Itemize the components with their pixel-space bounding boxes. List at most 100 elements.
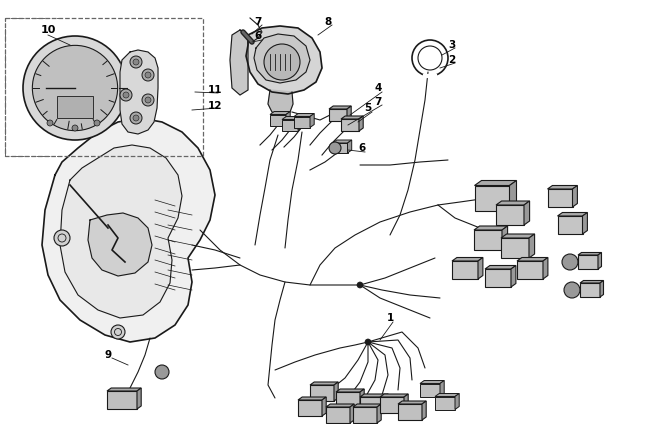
Polygon shape [398, 404, 422, 420]
Polygon shape [246, 26, 322, 94]
Circle shape [264, 44, 300, 80]
Circle shape [357, 282, 363, 288]
Polygon shape [333, 140, 352, 143]
Polygon shape [510, 181, 517, 210]
Polygon shape [270, 112, 290, 114]
Polygon shape [270, 114, 286, 126]
Polygon shape [298, 117, 302, 131]
Polygon shape [294, 114, 314, 117]
Text: 2: 2 [448, 55, 456, 65]
Polygon shape [598, 253, 601, 269]
Polygon shape [380, 397, 404, 413]
Polygon shape [422, 401, 426, 420]
Polygon shape [353, 404, 381, 407]
Polygon shape [310, 114, 314, 128]
Polygon shape [336, 389, 364, 392]
Polygon shape [524, 201, 530, 225]
Polygon shape [360, 397, 384, 413]
Text: 7: 7 [254, 17, 262, 27]
Polygon shape [578, 255, 598, 269]
Circle shape [47, 120, 53, 126]
Polygon shape [580, 283, 600, 297]
Polygon shape [578, 253, 601, 255]
Text: 1: 1 [386, 313, 394, 323]
Polygon shape [582, 212, 588, 234]
Circle shape [145, 72, 151, 78]
Polygon shape [547, 189, 573, 207]
Polygon shape [137, 388, 141, 409]
Circle shape [133, 115, 139, 121]
Polygon shape [286, 112, 290, 126]
Circle shape [32, 45, 118, 131]
Polygon shape [341, 116, 363, 119]
Polygon shape [360, 389, 364, 408]
Polygon shape [326, 407, 350, 423]
Polygon shape [517, 257, 548, 261]
Polygon shape [333, 143, 348, 153]
Polygon shape [326, 404, 354, 407]
Polygon shape [452, 257, 483, 261]
Circle shape [365, 339, 371, 345]
Circle shape [72, 125, 78, 131]
Polygon shape [310, 382, 338, 385]
Circle shape [54, 230, 70, 246]
Polygon shape [474, 226, 508, 230]
Text: 4: 4 [374, 83, 382, 93]
Polygon shape [600, 281, 603, 297]
Polygon shape [435, 396, 455, 410]
Polygon shape [377, 404, 381, 423]
Text: 9: 9 [105, 350, 112, 360]
Polygon shape [474, 230, 502, 250]
Circle shape [142, 69, 154, 81]
Polygon shape [329, 106, 351, 109]
Polygon shape [573, 186, 577, 207]
Polygon shape [42, 118, 215, 342]
Polygon shape [282, 120, 298, 131]
Bar [57, 96, 93, 118]
Circle shape [145, 97, 151, 103]
Circle shape [130, 56, 142, 68]
Circle shape [564, 282, 580, 298]
Polygon shape [310, 385, 334, 401]
Polygon shape [298, 397, 326, 400]
Polygon shape [298, 400, 322, 416]
Text: 6: 6 [358, 143, 365, 153]
Polygon shape [336, 392, 360, 408]
Polygon shape [329, 109, 347, 121]
Polygon shape [501, 238, 529, 258]
Polygon shape [511, 265, 516, 287]
Polygon shape [268, 90, 293, 115]
Polygon shape [384, 394, 388, 413]
Polygon shape [580, 281, 603, 283]
Circle shape [94, 120, 100, 126]
Polygon shape [496, 205, 524, 225]
Text: 12: 12 [208, 101, 222, 111]
Circle shape [130, 112, 142, 124]
Circle shape [120, 89, 132, 101]
Polygon shape [360, 394, 388, 397]
Polygon shape [517, 261, 543, 279]
Polygon shape [398, 401, 426, 404]
Polygon shape [334, 382, 338, 401]
Polygon shape [294, 117, 310, 128]
Polygon shape [341, 119, 359, 131]
Polygon shape [547, 186, 577, 189]
Text: 11: 11 [208, 85, 222, 95]
Polygon shape [350, 404, 354, 423]
Polygon shape [230, 30, 248, 95]
Polygon shape [435, 393, 459, 396]
Text: 3: 3 [448, 40, 456, 50]
Polygon shape [88, 213, 152, 276]
Circle shape [562, 254, 578, 270]
Polygon shape [478, 257, 483, 279]
Polygon shape [60, 145, 182, 318]
Text: 5: 5 [365, 103, 372, 113]
Polygon shape [455, 393, 459, 410]
Polygon shape [502, 226, 508, 250]
Polygon shape [452, 261, 478, 279]
Polygon shape [485, 265, 516, 269]
Polygon shape [380, 394, 408, 397]
Polygon shape [404, 394, 408, 413]
Text: 8: 8 [324, 17, 332, 27]
Polygon shape [501, 234, 534, 238]
